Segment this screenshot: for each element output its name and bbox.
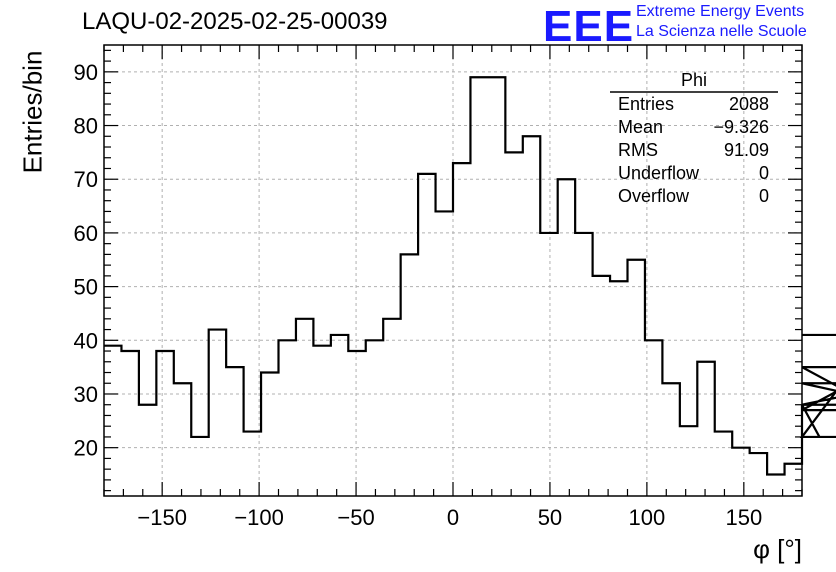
stats-box: Phi Entries 2088 Mean −9.326 RMS 91.09 Underflo… <box>610 70 778 206</box>
stats-label: Entries <box>618 94 674 114</box>
x-tick-label: 50 <box>538 505 562 530</box>
x-tick-label: −150 <box>137 505 187 530</box>
plot-frame <box>103 44 803 497</box>
y-axis-label: Entries/bin <box>17 50 48 174</box>
stats-value: −9.326 <box>713 117 769 137</box>
y-tick-label: 90 <box>74 60 98 85</box>
y-tick-label: 70 <box>74 167 98 192</box>
stats-title: Phi <box>681 70 707 90</box>
stats-label: Underflow <box>618 163 700 183</box>
stats-value: 0 <box>759 163 769 183</box>
stats-label: Mean <box>618 117 663 137</box>
stats-value: 2088 <box>729 94 769 114</box>
x-tick-label: 150 <box>725 505 762 530</box>
x-tick-labels: −150 −100 −50 0 50 100 150 <box>137 505 762 530</box>
logo-text-line1: Extreme Energy Events <box>636 3 805 20</box>
x-tick-label: −100 <box>234 505 284 530</box>
x-tick-label: 0 <box>447 505 459 530</box>
y-tick-label: 30 <box>74 382 98 407</box>
logo-text-line2: La Scienza nelle Scuole <box>636 23 807 40</box>
y-tick-label: 50 <box>74 275 98 300</box>
y-tick-label: 40 <box>74 328 98 353</box>
y-tick-label: 80 <box>74 114 98 139</box>
y-tick-label: 60 <box>74 221 98 246</box>
y-tick-labels: 20 30 40 50 60 70 80 90 <box>74 60 98 461</box>
stats-label: RMS <box>618 140 658 160</box>
histogram-line <box>104 76 836 476</box>
y-tick-label: 20 <box>74 436 98 461</box>
chart-title: LAQU-02-2025-02-25-00039 <box>82 8 388 35</box>
stats-value: 0 <box>759 186 769 206</box>
x-axis-label: φ [°] <box>753 534 802 564</box>
x-tick-label: −50 <box>337 505 374 530</box>
stats-value: 91.09 <box>724 140 769 160</box>
stats-label: Overflow <box>618 186 690 206</box>
eee-logo: EEE <box>543 2 635 51</box>
x-tick-label: 100 <box>629 505 666 530</box>
axis-ticks <box>103 45 803 496</box>
